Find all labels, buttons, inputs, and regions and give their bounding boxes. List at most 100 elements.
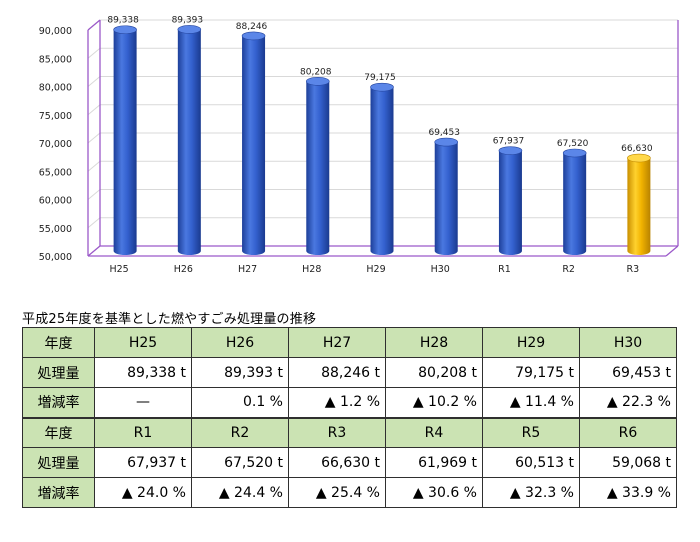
bar-top — [434, 137, 459, 147]
bar-H29 — [370, 82, 394, 255]
row-header-year: 年度 — [22, 327, 95, 358]
year-cell: R5 — [482, 417, 580, 448]
bar-top — [370, 82, 394, 92]
bar-body — [242, 35, 266, 256]
amount-cell: 79,175 t — [482, 357, 580, 388]
x-tick-label: R3 — [627, 264, 640, 275]
change-cell: ▲ 1.2 % — [288, 387, 386, 419]
bar-top — [627, 153, 651, 163]
bar-body — [306, 81, 330, 255]
y-tick-label: 65,000 — [39, 167, 72, 178]
x-tick-label: R1 — [498, 264, 511, 275]
year-cell: R2 — [191, 417, 289, 448]
axis-edge — [665, 245, 679, 257]
bar-body — [370, 87, 394, 255]
data-label: 67,937 — [493, 137, 525, 147]
bar-top — [241, 31, 266, 41]
bar-H27 — [241, 31, 266, 256]
change-cell: ▲ 10.2 % — [385, 387, 483, 419]
data-label: 89,338 — [107, 16, 139, 26]
change-cell: ▲ 30.6 % — [385, 477, 483, 508]
year-cell: R4 — [385, 417, 483, 448]
amount-cell: 69,453 t — [579, 357, 677, 388]
axis-edge — [87, 245, 101, 257]
row-header-change: 増減率 — [22, 387, 95, 419]
bar-R1 — [498, 146, 523, 255]
x-tick-label: R2 — [562, 264, 575, 275]
data-label: 79,175 — [364, 73, 396, 83]
change-cell: ▲ 25.4 % — [288, 477, 386, 508]
bar-H25 — [113, 25, 137, 256]
bar-top — [562, 148, 587, 158]
amount-cell: 67,520 t — [191, 447, 289, 478]
data-label: 80,208 — [300, 67, 332, 77]
bar-body — [563, 153, 587, 255]
bar-body — [627, 158, 651, 255]
y-tick-label: 60,000 — [39, 196, 72, 207]
bar-R3 — [627, 153, 651, 255]
table-caption: 平成25年度を基準とした燃やすごみ処理量の推移 — [22, 312, 317, 327]
table-row: 増減率 — 0.1 % ▲ 1.2 % ▲ 10.2 % ▲ 11.4 % ▲ … — [22, 387, 677, 419]
change-cell: 0.1 % — [191, 387, 289, 419]
change-cell: — — [94, 387, 192, 419]
row-header-year: 年度 — [22, 417, 95, 448]
data-label: 89,393 — [172, 15, 204, 25]
table-row: 年度 H25 H26 H27 H28 H29 H30 — [22, 327, 677, 358]
bar-body — [113, 29, 137, 256]
table-row: 処理量 89,338 t 89,393 t 88,246 t 80,208 t … — [22, 357, 677, 388]
x-tick-label: H29 — [366, 264, 385, 275]
year-cell: R6 — [579, 417, 677, 448]
bar-top — [177, 25, 202, 34]
y-tick-label: 50,000 — [39, 252, 72, 263]
data-label: 88,246 — [236, 22, 268, 32]
bar-H30 — [434, 137, 459, 255]
data-label: 69,453 — [428, 128, 460, 138]
amount-cell: 89,338 t — [94, 357, 192, 388]
bar-top — [113, 25, 137, 35]
y-tick-label: 55,000 — [39, 224, 72, 235]
bar-chart: 50,000 55,000 60,000 65,000 70,000 75,000 80,0… — [39, 15, 679, 275]
row-header-amount: 処理量 — [22, 447, 95, 478]
data-table: 年度 H25 H26 H27 H28 H29 H30 処理量 89,338 t … — [22, 327, 677, 508]
y-tick-label: 90,000 — [39, 26, 72, 37]
bar-top — [305, 77, 330, 86]
year-cell: H30 — [579, 327, 677, 358]
change-cell: ▲ 24.4 % — [191, 477, 289, 508]
change-cell: ▲ 11.4 % — [482, 387, 580, 419]
data-label: 66,630 — [621, 144, 653, 154]
table-row: 処理量 67,937 t 67,520 t 66,630 t 61,969 t … — [22, 447, 677, 478]
bar-H28 — [305, 77, 330, 255]
bar-body — [177, 29, 201, 255]
bar-top — [498, 146, 523, 155]
table-row: 年度 R1 R2 R3 R4 R5 R6 — [22, 417, 677, 448]
year-cell: H29 — [482, 327, 580, 358]
x-tick-label: H27 — [238, 264, 257, 275]
row-header-change: 増減率 — [22, 477, 95, 508]
x-tick-label: H28 — [302, 264, 321, 275]
y-tick-label: 75,000 — [39, 111, 72, 122]
year-cell: H26 — [191, 327, 289, 358]
year-cell: R1 — [94, 417, 192, 448]
x-tick-label: H25 — [109, 264, 128, 275]
y-tick-label: 80,000 — [39, 83, 72, 94]
bar-body — [498, 150, 522, 255]
change-cell: ▲ 22.3 % — [579, 387, 677, 419]
amount-cell: 59,068 t — [579, 447, 677, 478]
amount-cell: 61,969 t — [385, 447, 483, 478]
bar-body — [434, 142, 458, 255]
amount-cell: 89,393 t — [191, 357, 289, 388]
year-cell: H25 — [94, 327, 192, 358]
year-cell: R3 — [288, 417, 386, 448]
axis-edge — [87, 19, 101, 31]
amount-cell: 60,513 t — [482, 447, 580, 478]
amount-cell: 80,208 t — [385, 357, 483, 388]
bar-R2 — [562, 148, 587, 255]
gridline — [87, 47, 678, 59]
data-label: 67,520 — [557, 139, 589, 149]
amount-cell: 67,937 t — [94, 447, 192, 478]
year-cell: H28 — [385, 327, 483, 358]
change-cell: ▲ 32.3 % — [482, 477, 580, 508]
bar-H26 — [177, 25, 202, 255]
change-cell: ▲ 33.9 % — [579, 477, 677, 508]
y-tick-label: 70,000 — [39, 139, 72, 150]
